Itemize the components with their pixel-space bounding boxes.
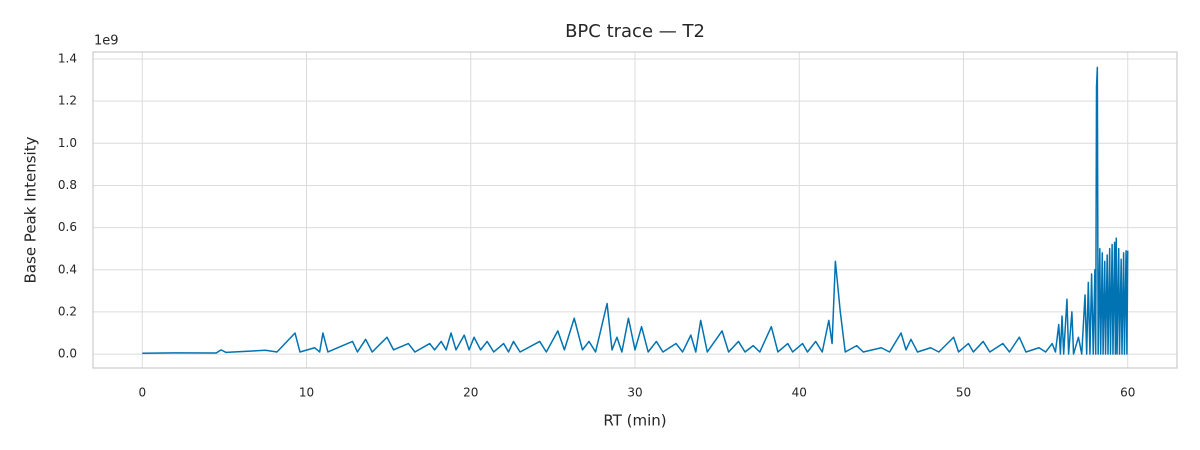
- y-tick-label: 0.4: [58, 262, 77, 276]
- y-axis-label: Base Peak Intensity: [22, 136, 40, 283]
- trace-line: [142, 66, 1129, 355]
- x-tick-label: 40: [792, 386, 807, 400]
- x-axis-label: RT (min): [603, 412, 666, 430]
- x-tick-label: 20: [463, 386, 478, 400]
- y-tick-label: 0.2: [58, 304, 77, 318]
- y-tick-label: 0.8: [58, 178, 77, 192]
- y-offset-label: 1e9: [94, 34, 119, 49]
- y-tick-label: 0.0: [58, 347, 77, 361]
- y-tick-label: 0.6: [58, 220, 77, 234]
- x-tick-label: 60: [1120, 386, 1135, 400]
- x-tick-label: 10: [299, 386, 314, 400]
- chart-title: BPC trace — T2: [565, 21, 705, 42]
- x-tick-label: 50: [956, 386, 971, 400]
- y-tick-label: 1.0: [58, 136, 77, 150]
- y-tick-label: 1.4: [58, 51, 77, 65]
- y-tick-label: 1.2: [58, 94, 77, 108]
- x-tick-label: 0: [138, 386, 146, 400]
- x-tick-label: 30: [627, 386, 642, 400]
- plot-frame: [92, 51, 1178, 369]
